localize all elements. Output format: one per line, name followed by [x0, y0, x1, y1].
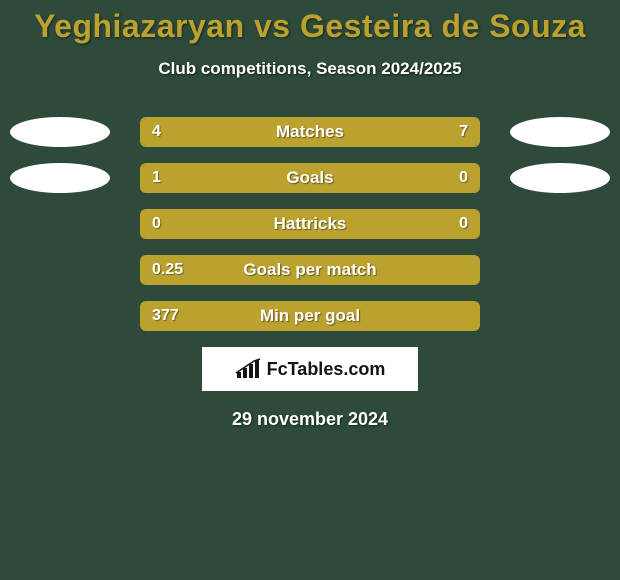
player-right-avatar [510, 117, 610, 147]
value-left: 0.25 [140, 255, 195, 285]
metric-row: 377Min per goal [0, 301, 620, 331]
bar-track [140, 301, 480, 331]
infographic: Yeghiazaryan vs Gesteira de Souza Club c… [0, 0, 620, 580]
player-left-avatar [10, 163, 110, 193]
value-right: 0 [447, 163, 480, 193]
metric-row: 47Matches [0, 117, 620, 147]
player-left-avatar [10, 117, 110, 147]
player-right-avatar [510, 163, 610, 193]
metric-row: 10Goals [0, 163, 620, 193]
metric-row: 00Hattricks [0, 209, 620, 239]
metric-row: 0.25Goals per match [0, 255, 620, 285]
bar-chart-icon [235, 358, 261, 380]
date-label: 29 november 2024 [0, 409, 620, 430]
brand-text: FcTables.com [267, 359, 386, 380]
value-right: 0 [447, 209, 480, 239]
bar-right [263, 119, 478, 145]
bar-left [142, 165, 404, 191]
value-left: 4 [140, 117, 173, 147]
value-right: 7 [447, 117, 480, 147]
value-left: 0 [140, 209, 173, 239]
brand-badge: FcTables.com [202, 347, 418, 391]
bar-track [140, 117, 480, 147]
bar-track [140, 209, 480, 239]
value-left: 377 [140, 301, 191, 331]
metrics-list: 47Matches10Goals00Hattricks0.25Goals per… [0, 117, 620, 331]
value-left: 1 [140, 163, 173, 193]
page-title: Yeghiazaryan vs Gesteira de Souza [0, 0, 620, 45]
subtitle: Club competitions, Season 2024/2025 [0, 59, 620, 79]
bar-track [140, 163, 480, 193]
